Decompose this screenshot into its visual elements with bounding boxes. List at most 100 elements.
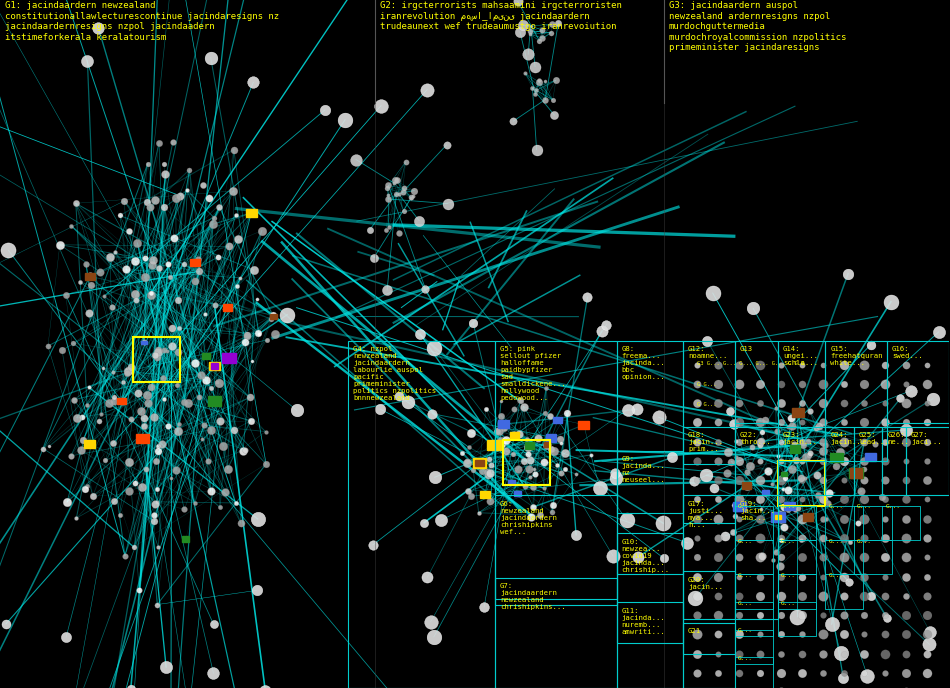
Point	[538, 407, 553, 418]
Point	[234, 517, 249, 528]
Point	[180, 185, 195, 196]
Point	[122, 486, 137, 497]
Text: G...: G...	[738, 656, 753, 660]
Point	[554, 438, 569, 449]
Point	[64, 451, 79, 462]
Point	[527, 89, 542, 100]
Point	[690, 610, 705, 621]
Point	[722, 405, 737, 416]
Point	[407, 185, 422, 196]
Point	[836, 552, 851, 563]
Point	[757, 415, 772, 426]
Point	[389, 174, 404, 185]
Point	[727, 418, 742, 429]
Point	[58, 289, 73, 300]
Point	[656, 553, 672, 564]
Point	[526, 482, 542, 493]
Point	[631, 551, 646, 562]
Point	[317, 105, 332, 116]
Bar	[503, 440, 550, 485]
Point	[477, 601, 492, 612]
Point	[543, 433, 559, 444]
Point	[732, 667, 747, 678]
Point	[794, 398, 809, 409]
Text: G...: G...	[781, 504, 796, 509]
Bar	[509, 431, 519, 438]
Point	[150, 352, 165, 363]
Point	[772, 560, 788, 571]
Point	[815, 610, 830, 621]
Point	[72, 277, 87, 288]
Point	[794, 590, 809, 601]
Point	[170, 294, 185, 305]
Point	[773, 455, 788, 466]
Point	[752, 687, 768, 688]
Point	[688, 592, 703, 603]
Point	[505, 448, 521, 459]
Point	[522, 25, 538, 36]
Point	[203, 52, 218, 63]
Bar	[849, 469, 863, 477]
Point	[711, 436, 726, 447]
Point	[139, 463, 154, 474]
Bar	[182, 537, 189, 541]
Point	[527, 463, 542, 474]
Point	[136, 413, 151, 424]
Point	[197, 420, 212, 431]
Point	[711, 475, 726, 486]
Point	[177, 396, 192, 407]
Bar	[784, 502, 795, 510]
Point	[60, 497, 75, 508]
Point	[824, 619, 839, 630]
Point	[231, 234, 246, 245]
Point	[64, 220, 79, 231]
Point	[726, 526, 741, 537]
Point	[841, 268, 856, 279]
Point	[717, 530, 732, 541]
Bar	[579, 420, 589, 429]
Point	[259, 334, 275, 345]
Point	[238, 336, 253, 347]
Point	[878, 687, 893, 688]
Point	[920, 610, 935, 621]
Point	[545, 499, 560, 510]
Point	[535, 25, 550, 36]
Point	[510, 0, 525, 7]
Point	[815, 590, 830, 601]
Point	[856, 464, 871, 475]
Point	[76, 434, 91, 445]
Point	[489, 425, 504, 436]
Point	[139, 389, 154, 400]
Point	[544, 507, 560, 518]
Point	[836, 378, 851, 389]
Point	[760, 466, 775, 477]
Point	[499, 446, 514, 457]
Point	[609, 473, 624, 484]
Point	[690, 552, 705, 563]
Point	[878, 417, 893, 428]
Point	[386, 178, 401, 189]
Point	[815, 667, 830, 678]
Point	[732, 494, 747, 505]
Point	[732, 687, 747, 688]
Point	[854, 486, 869, 497]
Point	[267, 328, 282, 339]
Bar	[136, 433, 148, 443]
Point	[74, 411, 89, 422]
Bar	[202, 353, 210, 358]
Point	[530, 433, 545, 444]
Point	[532, 76, 547, 87]
Point	[850, 517, 865, 528]
Point	[471, 507, 486, 518]
Bar	[500, 421, 508, 427]
Point	[380, 193, 395, 204]
Point	[752, 513, 768, 524]
Point	[115, 376, 130, 387]
Point	[138, 272, 153, 283]
Point	[836, 648, 851, 659]
Point	[483, 495, 498, 506]
Point	[193, 369, 208, 380]
Point	[68, 198, 84, 209]
Point	[656, 518, 671, 529]
Point	[204, 383, 219, 394]
